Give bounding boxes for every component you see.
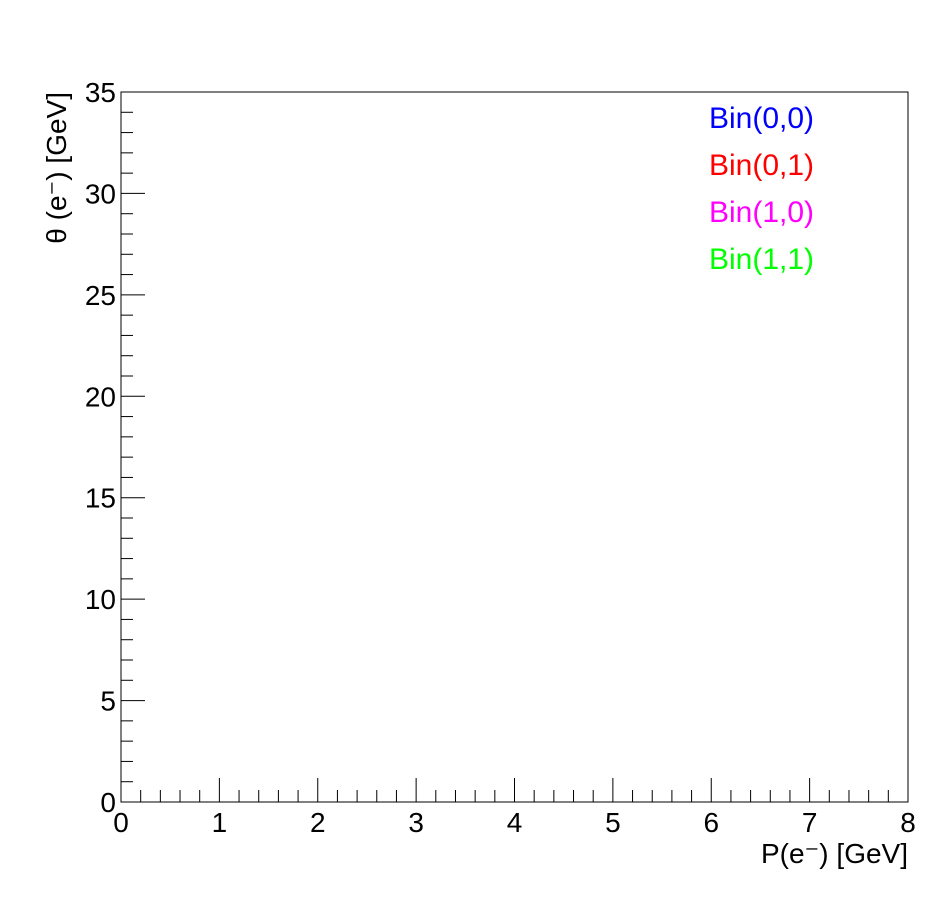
x-tick-label: 4 [507,807,523,838]
y-tick-label: 25 [85,280,116,311]
x-tick-label: 8 [900,807,916,838]
y-tick-label: 5 [100,686,116,717]
x-tick-label: 0 [113,807,129,838]
y-tick-label: 20 [85,381,116,412]
y-tick-label: 30 [85,178,116,209]
legend-entry: Bin(1,1) [709,243,814,276]
x-axis-label: P(e⁻) [GeV] [761,838,908,869]
legend-entry: Bin(1,0) [709,196,814,229]
y-tick-label: 35 [85,77,116,108]
legend-entry: Bin(0,0) [709,102,814,135]
x-tick-label: 6 [703,807,719,838]
y-tick-label: 0 [100,787,116,818]
x-tick-label: 3 [408,807,424,838]
y-tick-label: 10 [85,584,116,615]
x-tick-label: 5 [605,807,621,838]
legend-entry: Bin(0,1) [709,149,814,182]
x-tick-label: 7 [802,807,818,838]
x-tick-label: 1 [212,807,228,838]
y-axis: 0 5 10 15 20 25 30 35 [85,77,145,818]
x-tick-label: 2 [310,807,326,838]
x-axis: 0 1 2 3 4 5 6 7 8 [113,778,916,838]
y-tick-label: 15 [85,483,116,514]
legend: Bin(0,0) Bin(0,1) Bin(1,0) Bin(1,1) [709,102,814,276]
y-axis-label: θ (e⁻) [GeV] [41,92,72,244]
